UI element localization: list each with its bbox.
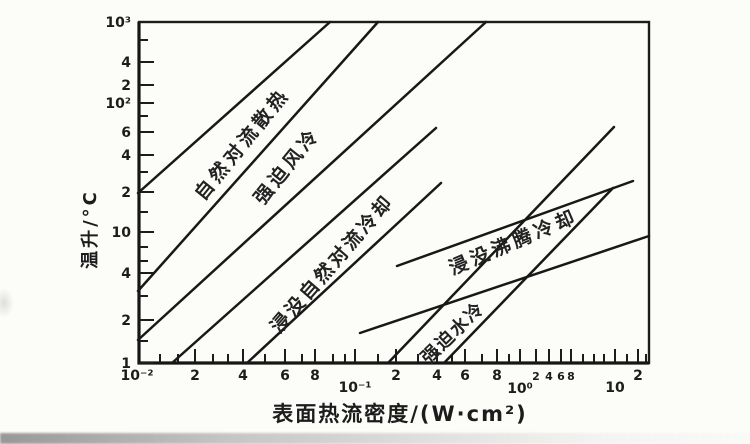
y-tick-label: 6 bbox=[121, 125, 131, 141]
x-tick-label: 10⁻¹ bbox=[338, 380, 371, 396]
natural-convection-lower-line bbox=[136, 20, 380, 293]
y-tick-label: 4 bbox=[121, 266, 131, 282]
x-tick-label: 8 bbox=[492, 368, 502, 384]
y-tick-label: 2 bbox=[121, 185, 131, 201]
y-axis-title: 温升/°C bbox=[80, 189, 101, 269]
x-tick-label: 10 bbox=[605, 380, 625, 396]
y-tick-label: 10³ bbox=[105, 15, 131, 31]
x-tick-label: 10⁰ bbox=[507, 381, 533, 397]
x-axis-title: 表面热流密度/(W·cm²) bbox=[272, 402, 528, 426]
x-tick-label: 8 bbox=[567, 370, 575, 383]
x-tick-label: 6 bbox=[557, 370, 565, 383]
x-tick-label: 6 bbox=[280, 368, 290, 384]
y-tick-label: 2 bbox=[121, 78, 131, 94]
x-tick-label: 4 bbox=[432, 368, 442, 384]
x-tick-label: 2 bbox=[633, 368, 643, 384]
scan-page-edge-shadow bbox=[0, 433, 750, 444]
immersion-natural-convection-upper-line bbox=[170, 126, 438, 365]
immersion-boiling-lower-line bbox=[358, 234, 651, 335]
immersion-boiling-upper-line bbox=[395, 179, 635, 268]
y-tick-label: 10² bbox=[105, 96, 131, 112]
forced-air-lower-line bbox=[136, 20, 488, 342]
x-tick-label: 2 bbox=[190, 368, 200, 384]
x-tick-label: 4 bbox=[238, 368, 248, 384]
immersion-natural-convection-lower-line bbox=[245, 181, 443, 365]
x-tick-label: 2 bbox=[391, 368, 401, 384]
x-tick-label: 6 bbox=[460, 368, 470, 384]
y-tick-label: 4 bbox=[121, 55, 131, 71]
x-tick-label: 10⁻² bbox=[120, 368, 153, 384]
x-tick-label: 8 bbox=[310, 368, 320, 384]
y-tick-label: 4 bbox=[121, 148, 131, 164]
scan-smudge bbox=[0, 288, 14, 318]
y-tick-label: 2 bbox=[121, 313, 131, 329]
y-tick-label: 1 bbox=[121, 356, 131, 372]
band-label-immersion-natural-convection: 浸没自然对流冷却 bbox=[266, 190, 399, 338]
y-tick-label: 10 bbox=[112, 225, 132, 241]
forced-water-right-line bbox=[442, 186, 615, 365]
x-tick-label: 2 bbox=[532, 370, 540, 383]
natural-convection-upper-line bbox=[136, 20, 332, 195]
forced-water-left-line bbox=[386, 125, 616, 365]
boundary-lines bbox=[136, 20, 651, 365]
x-tick-label: 4 bbox=[545, 370, 553, 383]
